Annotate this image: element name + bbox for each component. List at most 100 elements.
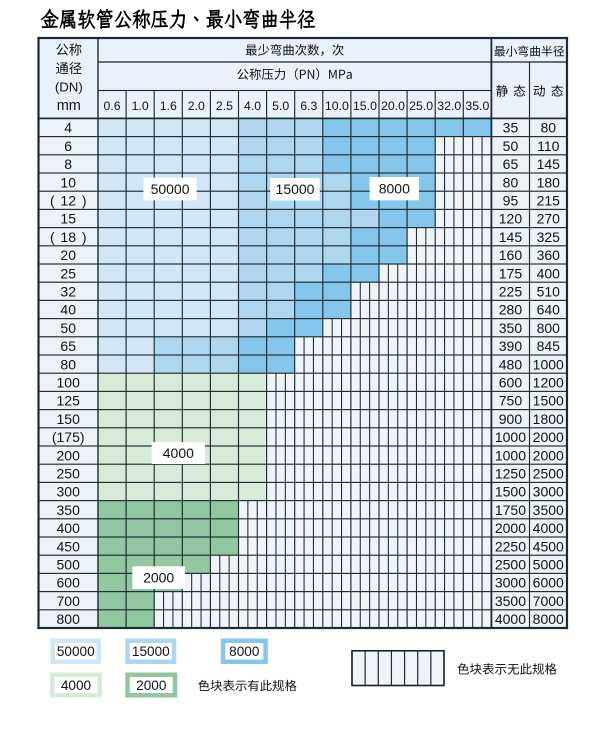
svg-text:15: 15	[60, 211, 76, 227]
svg-text:215: 215	[537, 193, 561, 209]
svg-text:6: 6	[64, 138, 72, 154]
svg-text:5000: 5000	[533, 557, 564, 573]
svg-text:600: 600	[499, 375, 523, 391]
svg-text:900: 900	[499, 411, 523, 427]
svg-text:350: 350	[57, 502, 81, 518]
svg-text:1750: 1750	[495, 502, 526, 518]
svg-text:2000: 2000	[533, 429, 564, 445]
svg-text:2.5: 2.5	[216, 99, 233, 113]
svg-text:3000: 3000	[495, 575, 526, 591]
svg-text:800: 800	[537, 320, 561, 336]
svg-text:145: 145	[537, 156, 561, 172]
svg-text:160: 160	[499, 247, 523, 263]
svg-text:80: 80	[503, 174, 519, 190]
svg-text:35: 35	[503, 120, 519, 136]
svg-text:400: 400	[57, 520, 81, 536]
svg-text:8: 8	[64, 156, 72, 172]
svg-text:4: 4	[64, 120, 72, 136]
svg-text:360: 360	[537, 247, 561, 263]
svg-text:2500: 2500	[495, 557, 526, 573]
svg-text:5.0: 5.0	[272, 99, 289, 113]
svg-text:15000: 15000	[276, 181, 315, 197]
svg-text:2000: 2000	[495, 520, 526, 536]
svg-text:20: 20	[60, 247, 76, 263]
svg-text:700: 700	[57, 593, 81, 609]
svg-text:8000: 8000	[379, 181, 410, 197]
svg-text:32: 32	[60, 284, 76, 300]
svg-text:4500: 4500	[533, 538, 564, 554]
svg-text:0.6: 0.6	[103, 99, 120, 113]
svg-text:1.6: 1.6	[160, 99, 177, 113]
svg-text:50000: 50000	[57, 644, 95, 659]
svg-text:(: (	[50, 193, 55, 209]
svg-text:50: 50	[60, 320, 76, 336]
svg-text:4000: 4000	[495, 611, 526, 627]
svg-text:2500: 2500	[533, 466, 564, 482]
svg-text:1800: 1800	[533, 411, 564, 427]
svg-text:8000: 8000	[533, 611, 564, 627]
svg-text:1250: 1250	[495, 466, 526, 482]
svg-text:125: 125	[57, 393, 81, 409]
svg-text:180: 180	[537, 174, 561, 190]
svg-text:450: 450	[57, 538, 81, 554]
svg-text:4000: 4000	[533, 520, 564, 536]
svg-text:6000: 6000	[533, 575, 564, 591]
svg-text:40: 40	[60, 302, 76, 318]
svg-text:200: 200	[57, 447, 81, 463]
svg-text:1.0: 1.0	[132, 99, 149, 113]
svg-text:1000: 1000	[495, 429, 526, 445]
svg-text:50: 50	[503, 138, 519, 154]
svg-text:400: 400	[537, 265, 561, 281]
svg-text:(175): (175)	[52, 429, 85, 445]
svg-text:325: 325	[537, 229, 561, 245]
svg-text:80: 80	[60, 356, 76, 372]
svg-text:25.0: 25.0	[409, 99, 433, 113]
svg-text:2250: 2250	[495, 538, 526, 554]
svg-text:500: 500	[57, 557, 81, 573]
svg-text:3000: 3000	[533, 484, 564, 500]
svg-text:mm: mm	[57, 98, 81, 114]
svg-text:1200: 1200	[533, 375, 564, 391]
svg-text:120: 120	[499, 211, 523, 227]
svg-text:2000: 2000	[533, 447, 564, 463]
svg-text:1500: 1500	[495, 484, 526, 500]
svg-text:2000: 2000	[136, 678, 167, 693]
svg-text:1500: 1500	[533, 393, 564, 409]
svg-text:280: 280	[499, 302, 523, 318]
svg-text:750: 750	[499, 393, 523, 409]
svg-text:3500: 3500	[495, 593, 526, 609]
svg-text:32.0: 32.0	[437, 99, 461, 113]
svg-text:20.0: 20.0	[381, 99, 405, 113]
svg-text:600: 600	[57, 575, 81, 591]
svg-text:25: 25	[60, 265, 76, 281]
svg-text:50000: 50000	[151, 181, 190, 197]
svg-text:110: 110	[537, 138, 560, 154]
svg-text:390: 390	[499, 338, 523, 354]
svg-text:100: 100	[57, 375, 81, 391]
svg-text:175: 175	[499, 265, 523, 281]
svg-text:35.0: 35.0	[465, 99, 489, 113]
svg-text:15.0: 15.0	[353, 99, 377, 113]
svg-text:510: 510	[537, 284, 561, 300]
svg-text:65: 65	[60, 338, 76, 354]
svg-text:4.0: 4.0	[244, 99, 261, 113]
svg-text:7000: 7000	[533, 593, 564, 609]
svg-text:10.0: 10.0	[325, 99, 349, 113]
svg-text:18: 18	[60, 229, 76, 245]
svg-text:3500: 3500	[533, 502, 564, 518]
svg-text:(DN): (DN)	[55, 80, 83, 95]
svg-text:): )	[82, 229, 87, 245]
svg-text:1000: 1000	[495, 447, 526, 463]
svg-text:12: 12	[60, 193, 76, 209]
svg-text:10: 10	[60, 174, 76, 190]
svg-text:4000: 4000	[163, 445, 194, 461]
svg-text:225: 225	[499, 284, 523, 300]
svg-text:15000: 15000	[132, 644, 170, 659]
svg-text:270: 270	[537, 211, 561, 227]
svg-text:): )	[82, 193, 87, 209]
svg-text:(: (	[50, 229, 55, 245]
svg-text:2000: 2000	[143, 570, 174, 586]
svg-text:145: 145	[499, 229, 523, 245]
svg-text:8000: 8000	[229, 644, 260, 659]
svg-text:6.3: 6.3	[300, 99, 317, 113]
